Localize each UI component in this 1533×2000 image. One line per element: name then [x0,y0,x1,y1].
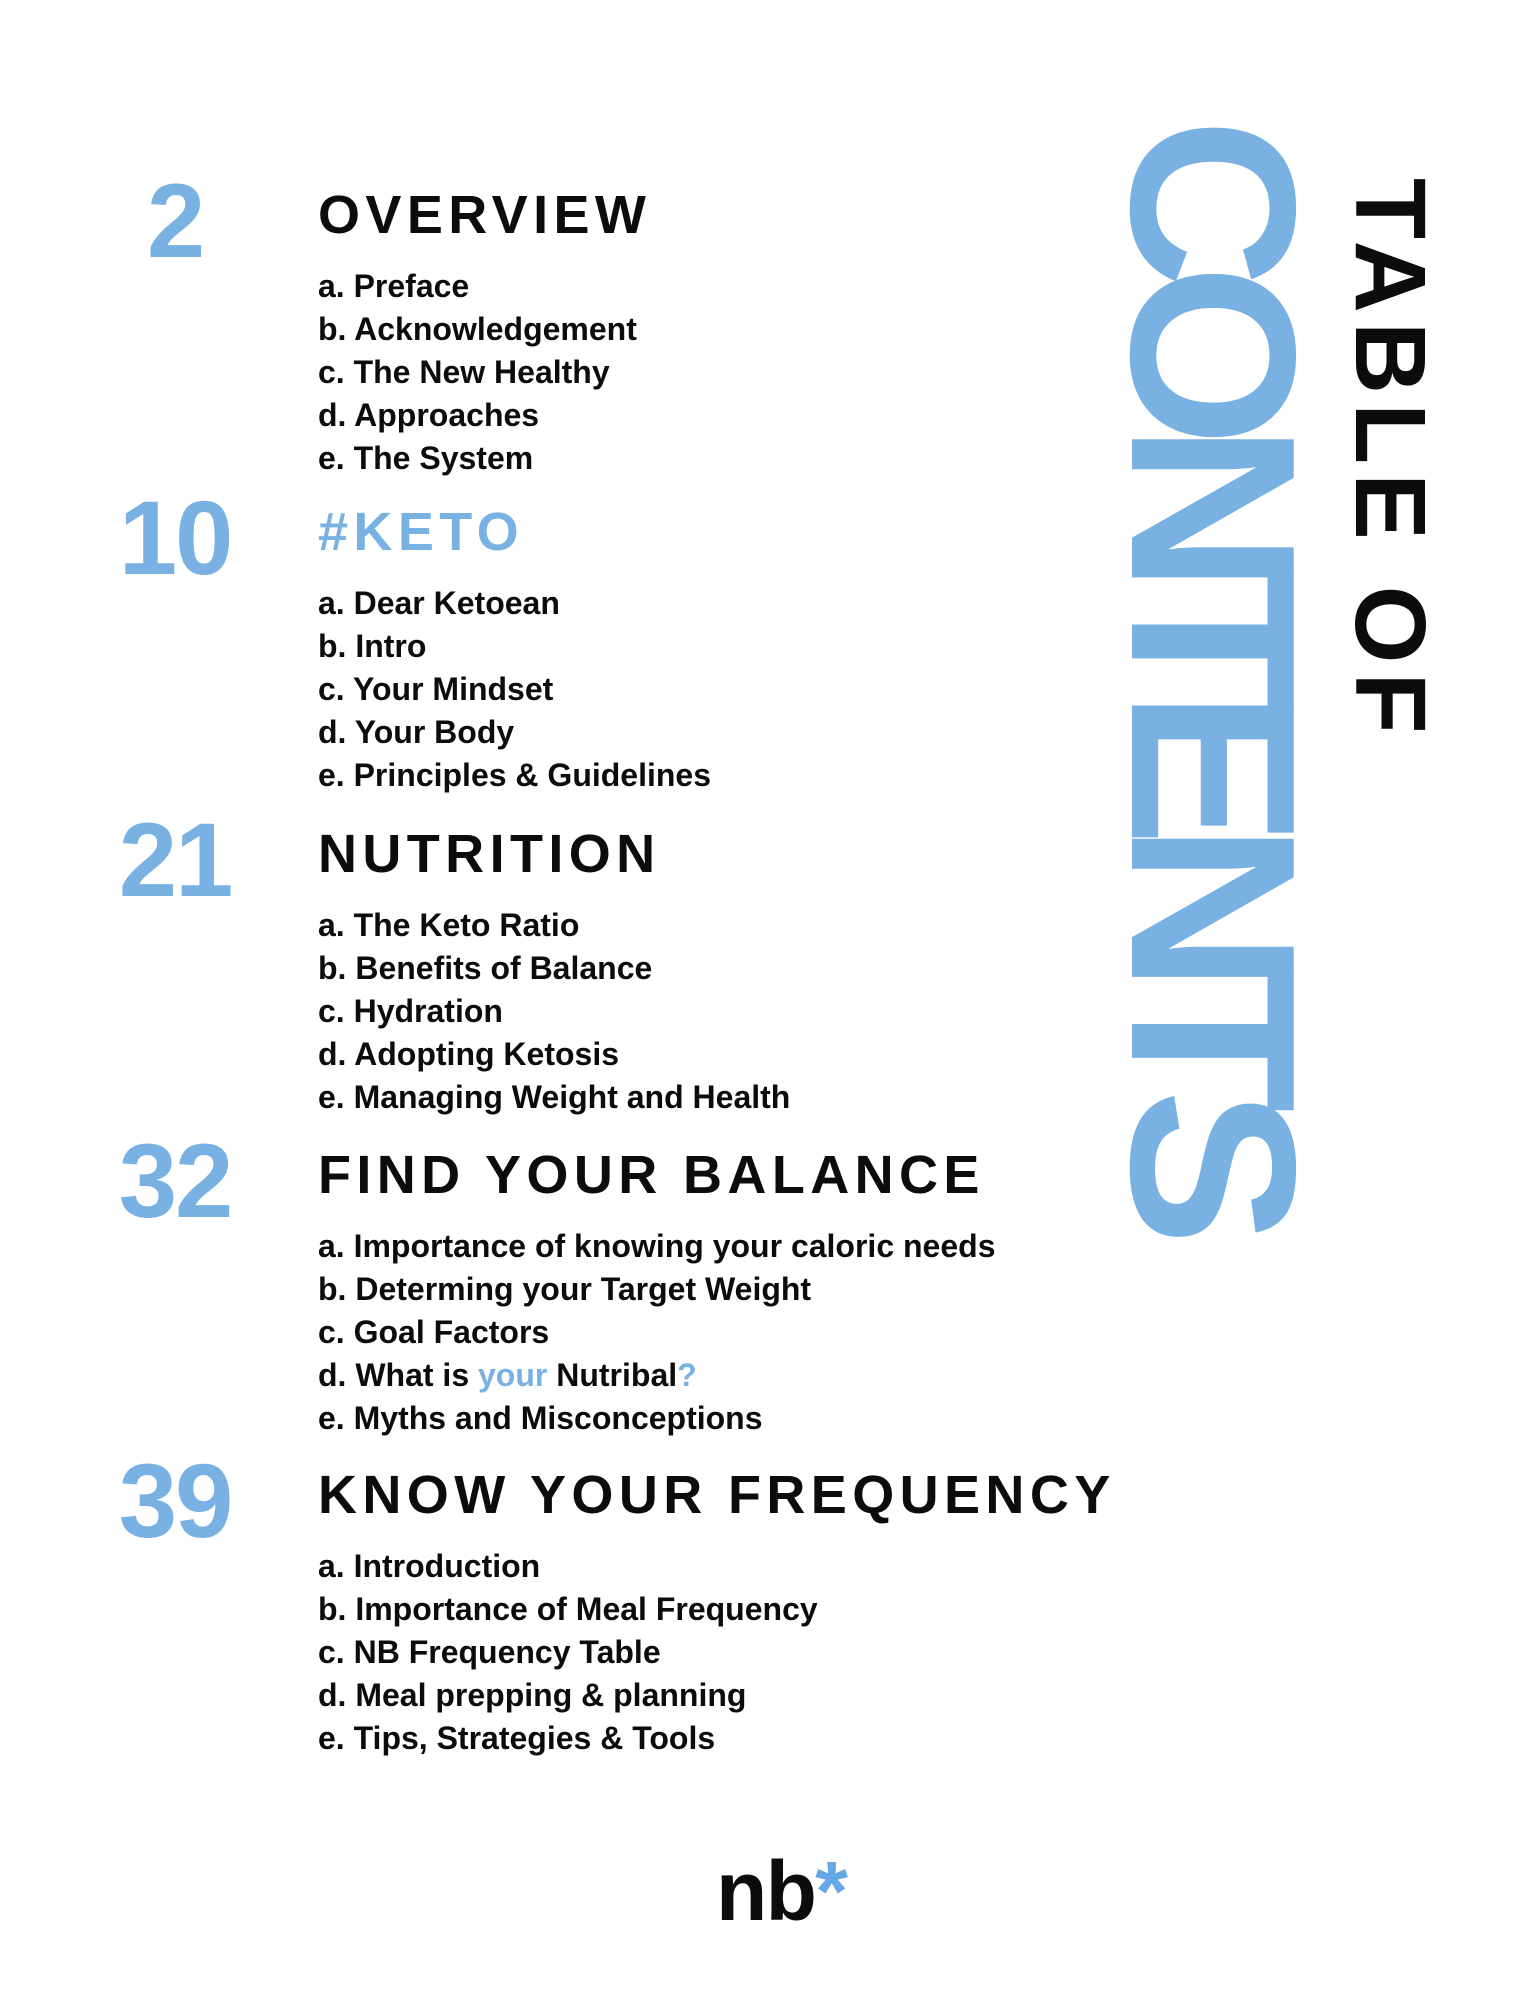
toc-item[interactable]: c. Hydration [318,993,503,1029]
toc-item[interactable]: c. Your Mindset [318,671,554,707]
section-item-list: a. The Keto Ratio b. Benefits of Balance… [318,904,1098,1119]
toc-item[interactable]: d. What is your Nutribal? [318,1354,1098,1397]
section-title[interactable]: KNOW YOUR FREQUENCY [318,1465,1116,1525]
toc-item[interactable]: b. Acknowledgement [318,311,637,347]
toc-item-text: Nutribal [547,1357,678,1393]
toc-item[interactable]: e. Principles & Guidelines [318,757,712,793]
toc-item[interactable]: c. NB Frequency Table [318,1634,661,1670]
page-number[interactable]: 39 [118,1443,234,1560]
page-number[interactable]: 32 [118,1123,234,1240]
toc-item[interactable]: a. Introduction [318,1548,541,1584]
section-item-list: a. Preface b. Acknowledgement c. The New… [318,265,1098,480]
section-item-list: a. Introduction b. Importance of Meal Fr… [318,1545,1098,1760]
page-number[interactable]: 10 [118,480,234,597]
toc-item[interactable]: a. Preface [318,268,470,304]
toc-item-text: d. What is [318,1357,478,1393]
toc-item[interactable]: a. Importance of knowing your caloric ne… [318,1228,996,1264]
table-of-vertical-heading: TABLE OF [1334,178,1446,743]
section-title[interactable]: #KETO [318,502,525,562]
toc-item[interactable]: c. Goal Factors [318,1314,550,1350]
page-number[interactable]: 2 [146,163,205,280]
nutribal-logo: nb* [716,1849,848,1933]
toc-item-question-mark: ? [677,1357,697,1393]
contents-vertical-heading: CONTENTS [1082,118,1345,1223]
toc-item[interactable]: d. Adopting Ketosis [318,1036,620,1072]
toc-item[interactable]: d. Meal prepping & planning [318,1677,747,1713]
toc-item[interactable]: c. The New Healthy [318,354,610,390]
toc-item[interactable]: d. Your Body [318,714,515,750]
logo-asterisk-icon: * [815,1844,848,1938]
logo-text: nb [716,1844,817,1938]
toc-item[interactable]: b. Importance of Meal Frequency [318,1591,818,1627]
toc-item[interactable]: b. Determing your Target Weight [318,1271,812,1307]
toc-item[interactable]: e. The System [318,440,534,476]
toc-item[interactable]: a. Dear Ketoean [318,585,560,621]
toc-item[interactable]: b. Benefits of Balance [318,950,653,986]
toc-item[interactable]: e. Myths and Misconceptions [318,1400,763,1436]
toc-item[interactable]: a. The Keto Ratio [318,907,580,943]
toc-item[interactable]: e. Managing Weight and Health [318,1079,791,1115]
section-title[interactable]: NUTRITION [318,824,661,884]
section-title[interactable]: OVERVIEW [318,185,652,245]
toc-item[interactable]: e. Tips, Strategies & Tools [318,1720,716,1756]
page-number[interactable]: 21 [118,802,234,919]
toc-item[interactable]: b. Intro [318,628,427,664]
section-title[interactable]: FIND YOUR BALANCE [318,1145,985,1205]
toc-item-highlight: your [478,1357,548,1393]
toc-item[interactable]: d. Approaches [318,397,540,433]
section-item-list: a. Dear Ketoean b. Intro c. Your Mindset… [318,582,1098,797]
section-item-list: a. Importance of knowing your caloric ne… [318,1225,1098,1440]
